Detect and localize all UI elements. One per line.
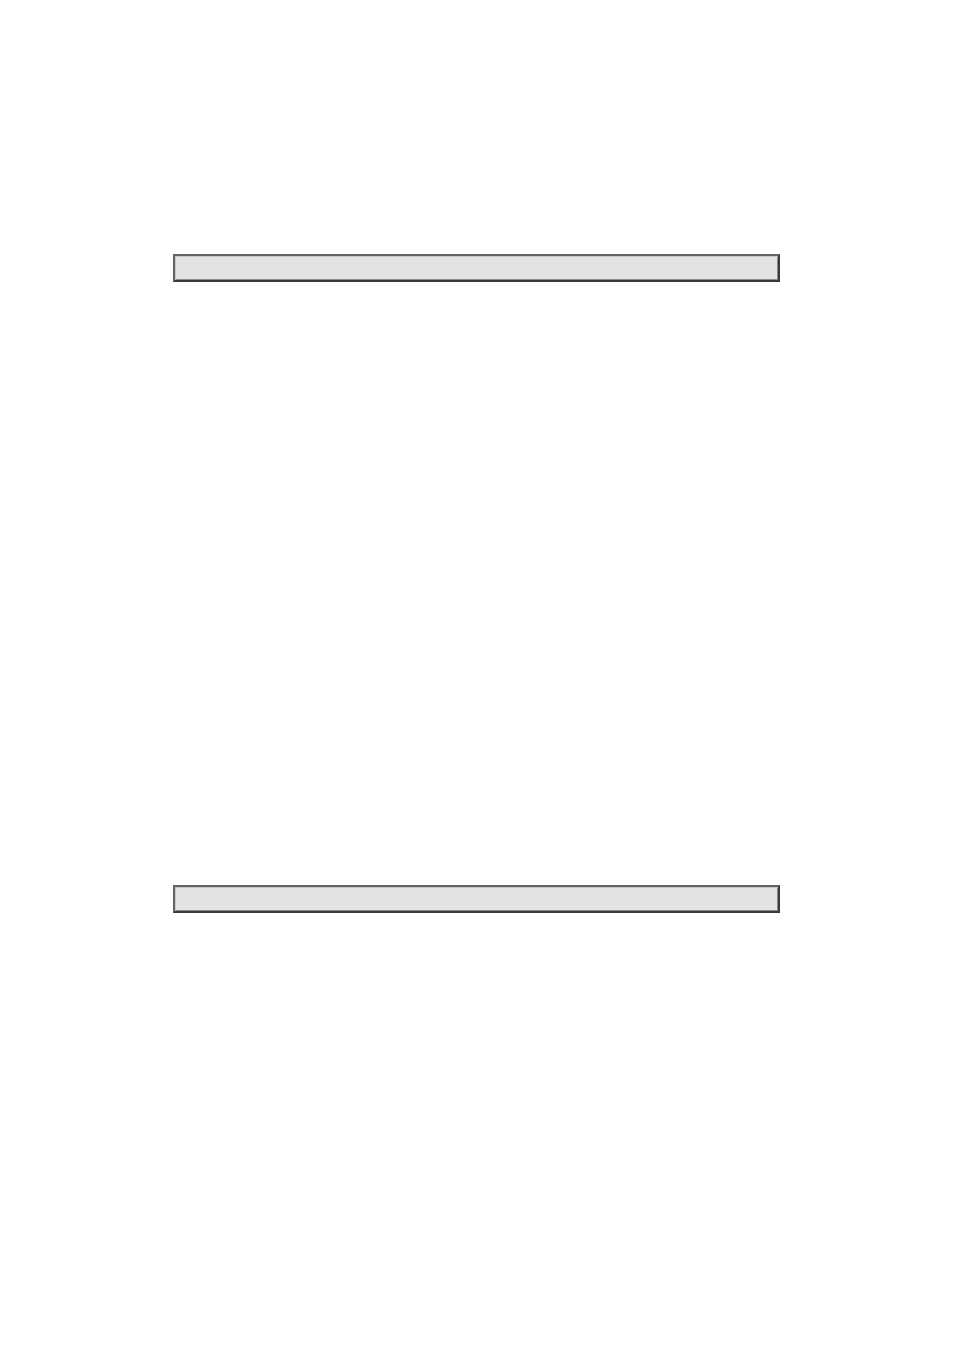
inset-bar-2 <box>173 885 780 913</box>
inset-bar-1 <box>173 254 780 282</box>
